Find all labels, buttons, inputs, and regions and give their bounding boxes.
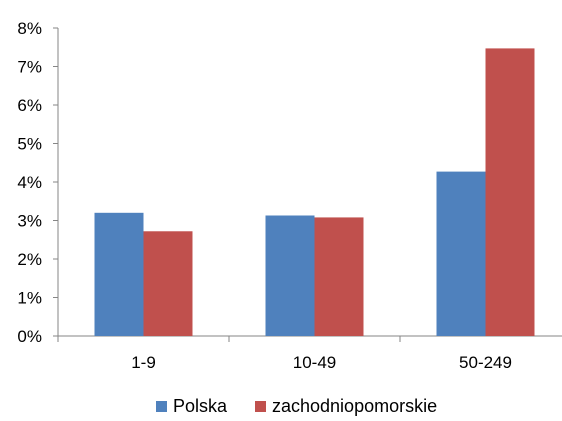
y-tick-label: 4% bbox=[17, 173, 42, 192]
y-tick-label: 8% bbox=[17, 19, 42, 38]
bar-polska-1 bbox=[265, 215, 315, 336]
y-tick-label: 1% bbox=[17, 289, 42, 308]
y-tick-label: 3% bbox=[17, 212, 42, 231]
y-tick-label: 7% bbox=[17, 58, 42, 77]
x-tick-label: 1-9 bbox=[131, 353, 156, 372]
x-tick-label: 50-249 bbox=[459, 353, 512, 372]
bar-polska-2 bbox=[436, 171, 486, 336]
legend-label-1: zachodniopomorskie bbox=[272, 396, 437, 416]
x-tick-label: 10-49 bbox=[293, 353, 336, 372]
y-tick-label: 5% bbox=[17, 135, 42, 154]
bar-zachodniopomorskie-1 bbox=[314, 217, 364, 336]
bar-zachodniopomorskie-0 bbox=[143, 231, 193, 336]
y-axis-ticks: 0% 1% 2% 3% 4% 5% 6% 7% 8% bbox=[17, 19, 58, 346]
bars bbox=[94, 48, 535, 336]
y-tick-label: 6% bbox=[17, 96, 42, 115]
x-axis-ticks: 1-9 10-49 50-249 bbox=[57, 336, 512, 372]
legend-swatch-0 bbox=[156, 401, 167, 412]
y-tick-label: 0% bbox=[17, 327, 42, 346]
legend-swatch-1 bbox=[255, 401, 266, 412]
legend-label-0: Polska bbox=[173, 396, 228, 416]
legend: Polska zachodniopomorskie bbox=[156, 396, 437, 416]
bar-zachodniopomorskie-2 bbox=[485, 48, 535, 336]
bar-polska-0 bbox=[94, 212, 144, 336]
y-tick-label: 2% bbox=[17, 250, 42, 269]
